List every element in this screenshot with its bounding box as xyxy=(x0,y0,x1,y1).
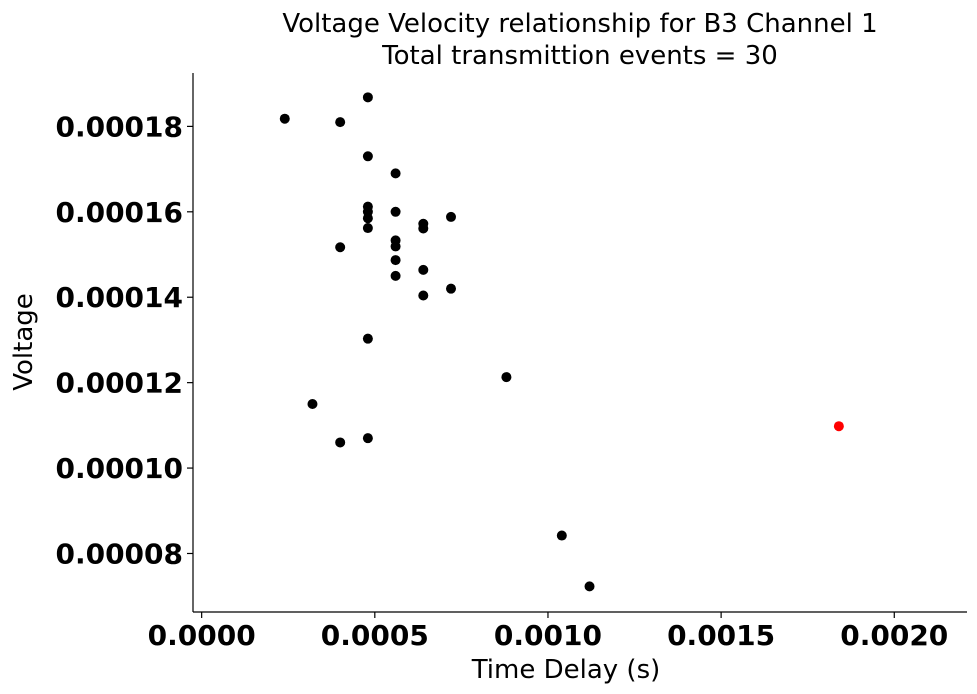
chart-subtitle: Total transmittion events = 30 xyxy=(381,41,778,71)
scatter-point xyxy=(362,151,373,162)
scatter-point xyxy=(446,211,456,222)
chart-title: Voltage Velocity relationship for B3 Cha… xyxy=(282,9,877,39)
y-axis-label: Voltage xyxy=(9,293,39,391)
scatter-point xyxy=(362,333,373,344)
scatter-point xyxy=(556,530,567,541)
y-axis-ticks: 0.00008 0.00010 0.00012 0.00014 0.00016 0.000… xyxy=(55,110,193,570)
x-tick-label: 0.0020 xyxy=(840,619,948,652)
y-tick-label: 0.00008 xyxy=(55,537,183,570)
y-tick-label: 0.00018 xyxy=(55,110,183,143)
scatter-point xyxy=(307,399,318,410)
scatter-point xyxy=(418,223,429,234)
scatter-point xyxy=(362,223,373,234)
y-tick-label: 0.00014 xyxy=(55,281,183,314)
scatter-point xyxy=(446,283,456,294)
x-tick-label: 0.0005 xyxy=(321,619,429,652)
scatter-point xyxy=(501,372,512,383)
scatter-point xyxy=(390,168,401,179)
scatter-point xyxy=(584,581,595,592)
scatter-point xyxy=(335,117,346,128)
y-tick-label: 0.00016 xyxy=(55,196,183,229)
scatter-point xyxy=(390,241,401,252)
scatter-point xyxy=(390,206,401,217)
scatter-point xyxy=(390,255,401,266)
x-axis-label: Time Delay (s) xyxy=(471,655,661,685)
y-tick-label: 0.00010 xyxy=(55,452,183,485)
scatter-point xyxy=(362,433,373,444)
data-points xyxy=(279,92,844,592)
scatter-point xyxy=(833,421,844,432)
scatter-point xyxy=(335,242,346,253)
scatter-point xyxy=(362,213,373,224)
scatter-point xyxy=(390,270,401,281)
x-axis-ticks: 0.0000 0.0005 0.0010 0.0015 0.0020 xyxy=(148,612,948,652)
x-tick-label: 0.0010 xyxy=(494,619,602,652)
scatter-point xyxy=(335,437,346,448)
scatter-point xyxy=(279,113,290,124)
y-tick-label: 0.00012 xyxy=(55,367,183,400)
scatter-point xyxy=(362,92,373,103)
x-tick-label: 0.0000 xyxy=(148,619,256,652)
x-tick-label: 0.0015 xyxy=(667,619,775,652)
scatter-point xyxy=(418,290,429,301)
scatter-point xyxy=(418,264,429,275)
